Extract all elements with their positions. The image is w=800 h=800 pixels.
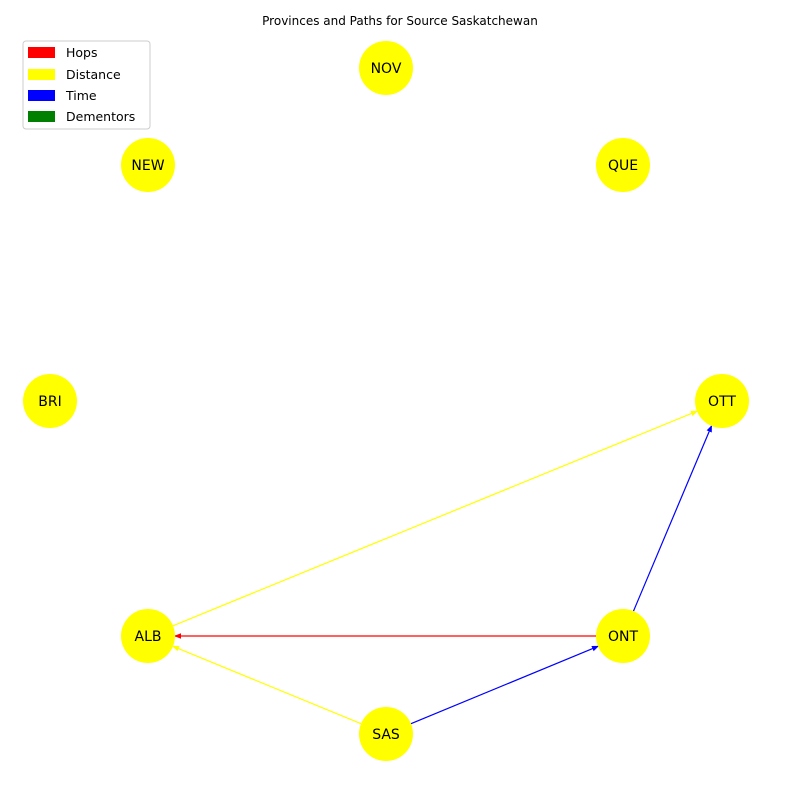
legend-label-hops: Hops [66, 45, 98, 60]
node-alb: ALB [121, 609, 175, 663]
node-circle-new [121, 138, 175, 192]
node-label-sas: SAS [372, 727, 400, 743]
node-que: QUE [596, 138, 650, 192]
node-circle-ont [596, 609, 650, 663]
node-label-new: NEW [131, 158, 164, 174]
legend-swatch-dementors [28, 111, 55, 122]
edges-layer [171, 410, 713, 725]
nodes-layer: NOV NEW QUE BRI OTT ALB ONT SAS [23, 41, 749, 761]
node-label-ont: ONT [608, 629, 638, 645]
node-sas: SAS [359, 707, 413, 761]
node-circle-nov [359, 41, 413, 95]
node-ott: OTT [695, 374, 749, 428]
node-circle-que [596, 138, 650, 192]
node-circle-alb [121, 609, 175, 663]
node-ont: ONT [596, 609, 650, 663]
node-nov: NOV [359, 41, 413, 95]
edge-ont-ott-time [632, 424, 713, 612]
node-new: NEW [121, 138, 175, 192]
node-label-ott: OTT [708, 394, 736, 410]
chart-title: Provinces and Paths for Source Saskatche… [262, 14, 538, 28]
legend-label-dementors: Dementors [66, 109, 135, 124]
edge-alb-ott-distance [172, 410, 699, 627]
legend-frame [22, 40, 151, 130]
legend-label-time: Time [65, 88, 97, 103]
node-label-bri: BRI [38, 394, 61, 410]
node-circle-ott [695, 374, 749, 428]
node-circle-sas [359, 707, 413, 761]
node-bri: BRI [23, 374, 77, 428]
edge-sas-alb-distance [171, 645, 362, 725]
node-label-alb: ALB [135, 629, 162, 645]
node-label-que: QUE [608, 158, 638, 174]
node-circle-bri [23, 374, 77, 428]
legend-swatch-hops [28, 47, 55, 58]
edge-sas-ont-time [410, 645, 600, 725]
node-label-nov: NOV [371, 61, 402, 77]
legend-swatch-time [28, 90, 55, 101]
legend-swatch-distance [28, 69, 55, 80]
legend: Hops Distance Time Dementors [22, 40, 151, 130]
legend-label-distance: Distance [66, 67, 121, 82]
